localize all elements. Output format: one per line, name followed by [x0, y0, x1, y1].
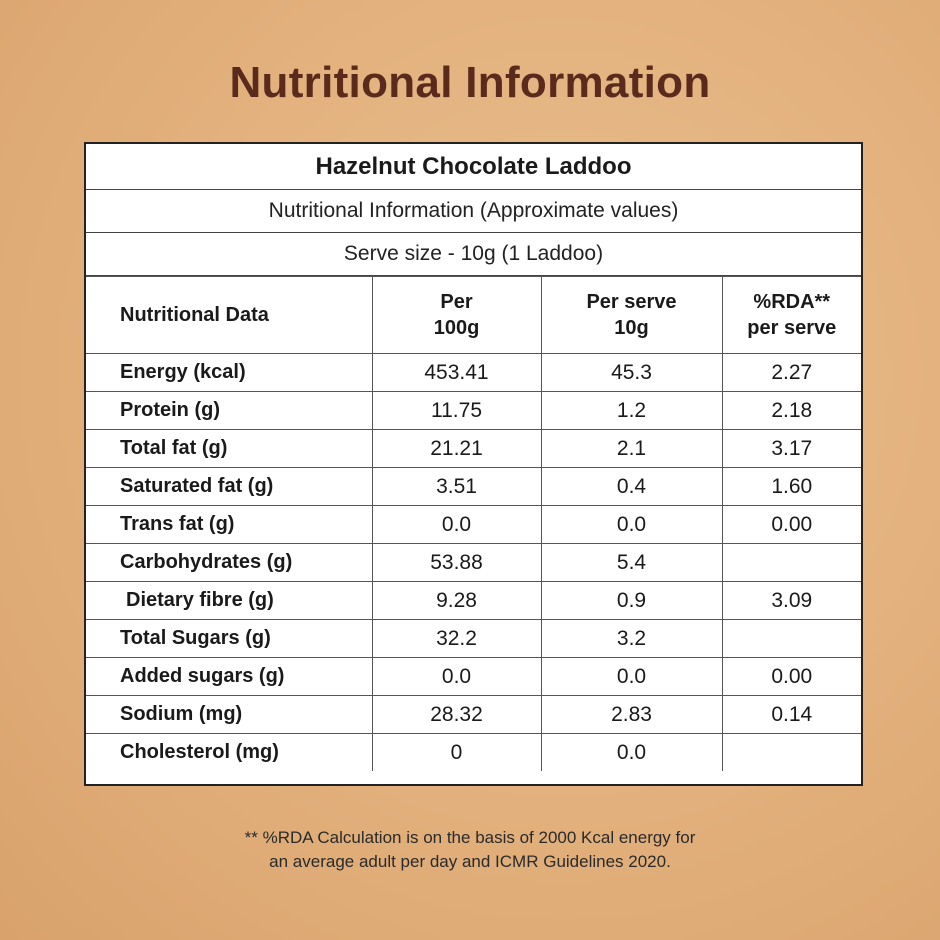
table-row: Trans fat (g) 0.0 0.0 0.00 [86, 505, 861, 544]
col-header-rda: %RDA** per serve [721, 276, 861, 354]
per-100g-value: 0 [371, 733, 542, 771]
per-serve-value: 1.2 [540, 391, 723, 430]
col-header-rda-line1: %RDA** [753, 291, 831, 313]
rda-value: 3.17 [721, 429, 861, 468]
table-row: Carbohydrates (g) 53.88 5.4 [86, 543, 861, 582]
table-row: Sodium (mg) 28.32 2.83 0.14 [86, 695, 861, 734]
table-header-row: Nutritional Data Per 100g Per serve 10g … [86, 276, 861, 354]
nutrient-name: Cholesterol (mg) [86, 733, 373, 771]
footnote-line-1: ** %RDA Calculation is on the basis of 2… [244, 828, 696, 847]
nutrient-name: Energy (kcal) [86, 353, 373, 392]
nutrition-table: Nutritional Data Per 100g Per serve 10g … [86, 276, 861, 771]
page-title: Nutritional Information [229, 58, 711, 107]
per-serve-value: 0.0 [540, 505, 723, 544]
nutrient-name: Carbohydrates (g) [86, 543, 373, 582]
rda-value: 2.18 [721, 391, 861, 430]
per-serve-value: 0.4 [540, 467, 723, 506]
nutrient-name: Total fat (g) [86, 429, 373, 468]
per-serve-value: 5.4 [540, 543, 723, 582]
nutrient-name: Total Sugars (g) [86, 619, 373, 658]
nutrition-table-panel: Hazelnut Chocolate Laddoo Nutritional In… [84, 142, 863, 786]
table-row: Cholesterol (mg) 0 0.0 [86, 733, 861, 771]
col-header-per-serve-line1: Per serve [586, 291, 677, 313]
per-serve-value: 0.0 [540, 733, 723, 771]
per-100g-value: 9.28 [371, 581, 542, 620]
col-header-nutritional-data: Nutritional Data [86, 276, 373, 354]
per-serve-value: 2.1 [540, 429, 723, 468]
rda-value: 3.09 [721, 581, 861, 620]
per-100g-value: 0.0 [371, 657, 542, 696]
rda-value: 2.27 [721, 353, 861, 392]
nutrient-name: Protein (g) [86, 391, 373, 430]
per-serve-value: 0.0 [540, 657, 723, 696]
product-name: Hazelnut Chocolate Laddoo [86, 144, 861, 190]
col-header-rda-line2: per serve [747, 317, 837, 339]
footnote-line-2: an average adult per day and ICMR Guidel… [269, 852, 671, 871]
per-serve-value: 3.2 [540, 619, 723, 658]
per-100g-value: 32.2 [371, 619, 542, 658]
col-header-per-100g-line1: Per [440, 291, 473, 313]
rda-value [721, 543, 861, 582]
table-row: Total Sugars (g) 32.2 3.2 [86, 619, 861, 658]
table-subtitle: Nutritional Information (Approximate val… [86, 190, 861, 233]
col-header-per-serve: Per serve 10g [540, 276, 723, 354]
per-100g-value: 21.21 [371, 429, 542, 468]
per-serve-value: 2.83 [540, 695, 723, 734]
per-100g-value: 28.32 [371, 695, 542, 734]
per-100g-value: 11.75 [371, 391, 542, 430]
table-row: Added sugars (g) 0.0 0.0 0.00 [86, 657, 861, 696]
nutrient-name: Added sugars (g) [86, 657, 373, 696]
rda-value: 0.00 [721, 505, 861, 544]
serve-size: Serve size - 10g (1 Laddoo) [86, 233, 861, 276]
table-row: Dietary fibre (g) 9.28 0.9 3.09 [86, 581, 861, 620]
per-100g-value: 53.88 [371, 543, 542, 582]
nutrient-name: Sodium (mg) [86, 695, 373, 734]
col-header-per-100g-line2: 100g [433, 317, 480, 339]
footnote: ** %RDA Calculation is on the basis of 2… [0, 826, 940, 874]
rda-value [721, 733, 861, 771]
col-header-per-serve-line2: 10g [614, 317, 649, 339]
rda-value: 1.60 [721, 467, 861, 506]
nutrient-name: Saturated fat (g) [86, 467, 373, 506]
table-row: Energy (kcal) 453.41 45.3 2.27 [86, 353, 861, 392]
per-100g-value: 0.0 [371, 505, 542, 544]
table-row: Saturated fat (g) 3.51 0.4 1.60 [86, 467, 861, 506]
table-row: Total fat (g) 21.21 2.1 3.17 [86, 429, 861, 468]
col-header-per-100g: Per 100g [371, 276, 542, 354]
per-100g-value: 3.51 [371, 467, 542, 506]
rda-value: 0.14 [721, 695, 861, 734]
per-serve-value: 0.9 [540, 581, 723, 620]
per-100g-value: 453.41 [371, 353, 542, 392]
rda-value [721, 619, 861, 658]
per-serve-value: 45.3 [540, 353, 723, 392]
nutrient-name: Dietary fibre (g) [86, 581, 373, 620]
table-row: Protein (g) 11.75 1.2 2.18 [86, 391, 861, 430]
nutrient-name: Trans fat (g) [86, 505, 373, 544]
rda-value: 0.00 [721, 657, 861, 696]
